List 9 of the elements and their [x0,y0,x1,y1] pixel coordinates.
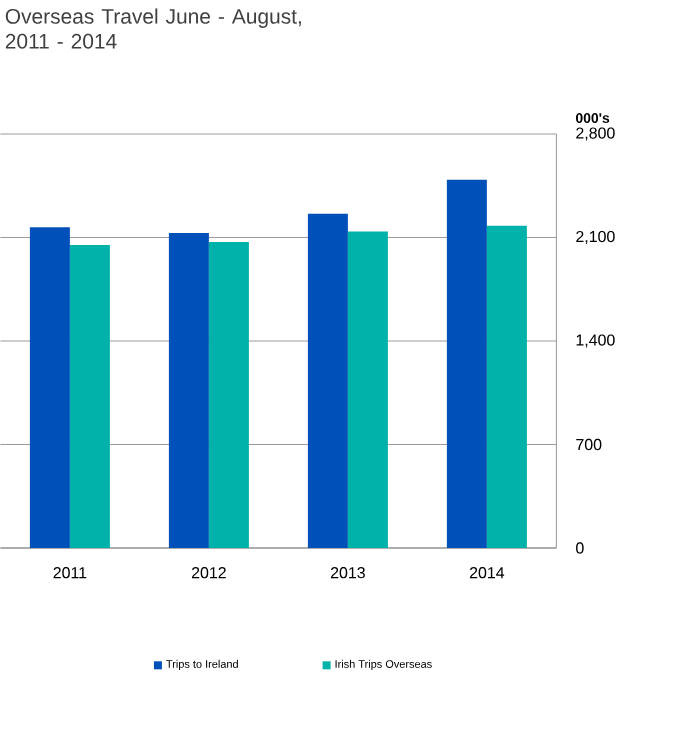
bar [69,244,110,548]
bar [168,233,209,548]
bar [208,241,249,548]
bar [347,231,388,548]
bar [307,213,348,548]
chart-title: Overseas Travel June - August, 2011 - 2014 [5,8,301,49]
bar [29,227,70,548]
bar [486,225,527,548]
bar [446,179,487,548]
